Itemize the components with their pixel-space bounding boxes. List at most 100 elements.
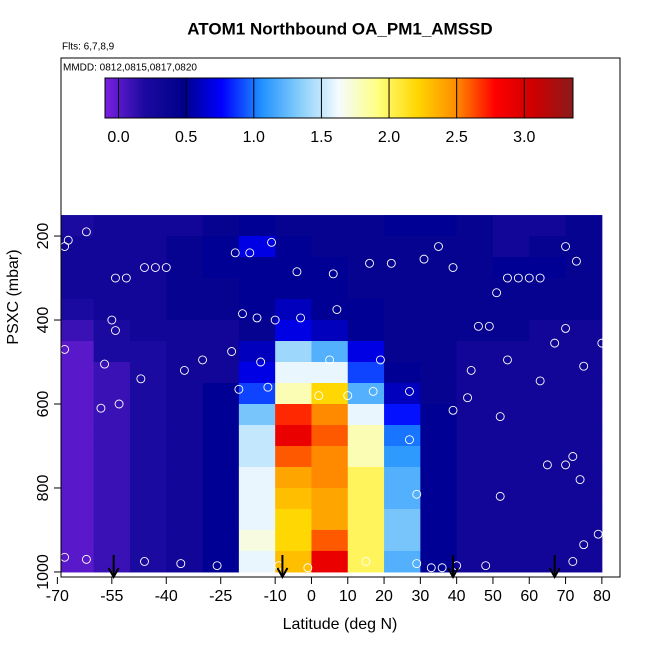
heat-cell xyxy=(565,257,603,279)
heat-cell xyxy=(61,466,95,489)
heat-cell xyxy=(129,529,167,552)
heat-cell xyxy=(275,529,312,552)
sample-point xyxy=(495,412,505,422)
heat-cell xyxy=(420,550,458,573)
heat-cell xyxy=(275,466,312,489)
heat-cell xyxy=(529,257,567,279)
heat-cell xyxy=(347,341,385,363)
heat-cell xyxy=(311,257,349,279)
sample-point xyxy=(361,557,371,566)
heat-cell xyxy=(238,236,276,258)
heat-cell xyxy=(529,278,567,300)
heat-cell xyxy=(347,257,385,279)
sample-point xyxy=(81,554,91,564)
heat-cell xyxy=(492,424,530,447)
heat-cell xyxy=(61,320,95,342)
heat-cell xyxy=(129,299,167,321)
sample-point xyxy=(597,338,607,348)
heat-cell xyxy=(93,529,131,552)
heat-cell xyxy=(420,362,458,384)
sample-point xyxy=(437,563,447,573)
heat-cell xyxy=(492,383,530,405)
heat-cell xyxy=(166,215,204,237)
sample-point xyxy=(368,386,378,396)
sample-point xyxy=(121,273,131,283)
colorbar-tick-label: 1.5 xyxy=(310,129,332,146)
heat-cell xyxy=(93,445,131,468)
sample-point xyxy=(110,326,120,335)
sample-point xyxy=(110,273,120,283)
colorbar-tick-label: 1.0 xyxy=(243,129,265,146)
heat-cell xyxy=(311,466,349,489)
x-tick-label: 70 xyxy=(557,588,575,605)
annotation: MMDD: 0812,0815,0817,0820 xyxy=(63,63,197,74)
heat-cell xyxy=(93,236,131,258)
heat-cell xyxy=(166,508,204,531)
heat-cell xyxy=(61,299,95,321)
overlay: 0.0 0.5 1.0 1.5 2.0 2.5 3.0 -70 -55 -40 -25 -10 0 10 2… xyxy=(35,57,621,605)
heat-cell xyxy=(166,299,204,321)
sample-point xyxy=(263,382,273,392)
heat-cell xyxy=(238,529,276,552)
sample-point xyxy=(473,321,483,331)
heat-cell xyxy=(129,341,167,363)
heat-cell xyxy=(93,257,131,279)
heat-cell xyxy=(420,278,458,300)
heat-cell xyxy=(61,362,95,384)
heat-cell xyxy=(384,320,421,342)
sample-point xyxy=(238,309,247,319)
sample-point xyxy=(270,315,280,325)
heat-cell xyxy=(565,299,603,321)
heat-cell xyxy=(311,529,349,552)
x-tick-label: 20 xyxy=(375,588,393,605)
heat-cell xyxy=(93,487,131,510)
heat-cell xyxy=(492,445,530,468)
heat-cell xyxy=(565,404,603,426)
x-tick-label: -10 xyxy=(264,588,287,605)
heat-cell xyxy=(93,508,131,531)
heat-cell xyxy=(311,299,349,321)
heat-cell xyxy=(202,550,240,573)
heat-cell xyxy=(456,550,494,573)
heat-cell xyxy=(384,341,421,363)
sample-point xyxy=(412,559,422,569)
heat-cell xyxy=(529,466,567,489)
heat-cell xyxy=(565,215,603,237)
heat-cell xyxy=(166,320,204,342)
sample-point xyxy=(561,242,571,251)
heat-cell xyxy=(456,320,494,342)
heat-cell xyxy=(565,236,603,258)
heat-cell xyxy=(420,257,458,279)
heat-cell xyxy=(202,236,240,258)
heat-cell xyxy=(529,404,567,426)
heat-cell xyxy=(456,529,494,552)
heat-cell xyxy=(166,341,204,363)
sample-point xyxy=(448,405,458,415)
heat-cell xyxy=(275,257,312,279)
heat-cell xyxy=(275,487,312,510)
plot-frame xyxy=(60,57,621,578)
x-tick-label: -40 xyxy=(155,588,178,605)
heat-cell xyxy=(275,362,312,384)
heat-cell xyxy=(347,362,385,384)
heat-cell xyxy=(565,424,603,447)
heat-cell xyxy=(238,445,276,468)
x-tick-label: 10 xyxy=(339,588,357,605)
heat-cell xyxy=(238,278,276,300)
x-axis-label: Latitude (deg N) xyxy=(283,616,398,633)
colorbar xyxy=(104,77,574,119)
heat-cell xyxy=(238,424,276,447)
x-tick-label: -70 xyxy=(46,588,69,605)
sample-point xyxy=(466,365,476,375)
heat-cell xyxy=(93,466,131,489)
heat-cell xyxy=(420,341,458,363)
heat-cell xyxy=(347,466,385,489)
heat-cell xyxy=(529,236,567,258)
heat-cell xyxy=(420,236,458,258)
heat-cell xyxy=(492,362,530,384)
sample-point xyxy=(568,557,578,566)
heat-cell xyxy=(275,236,312,258)
heat-cell xyxy=(529,341,567,363)
sample-point xyxy=(100,359,110,369)
